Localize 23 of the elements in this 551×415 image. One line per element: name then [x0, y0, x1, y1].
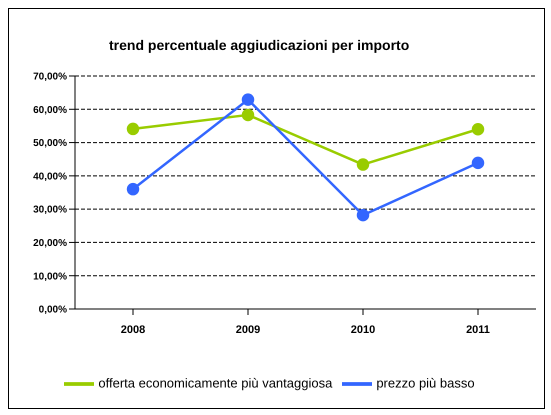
- point: [472, 156, 484, 170]
- legend-label: offerta economicamente più vantaggiosa: [98, 375, 332, 390]
- y-tick-label: 50,00%: [33, 138, 68, 150]
- point: [242, 108, 254, 122]
- y-tick-label: 40,00%: [33, 171, 68, 182]
- point: [126, 122, 140, 136]
- legend-label: prezzo più basso: [376, 375, 475, 390]
- point: [356, 158, 370, 171]
- x-tick-label: 2011: [466, 324, 490, 336]
- y-tick-label: 70,00%: [33, 72, 68, 83]
- point: [242, 93, 254, 106]
- y-tick-label: 30,00%: [33, 204, 68, 216]
- x-tick-label: 2010: [350, 324, 376, 336]
- y-tick-label: 10,00%: [33, 271, 68, 282]
- y-tick-label: 60,00%: [33, 104, 68, 116]
- x-tick-label: 2009: [236, 324, 260, 336]
- chart-title: trend percentuale aggiudicazioni per importo: [108, 37, 410, 53]
- y-tick-label: 0,00%: [38, 304, 68, 316]
- y-tick-label: 20,00%: [33, 238, 68, 249]
- point: [472, 123, 484, 136]
- point: [126, 182, 140, 196]
- x-tick-label: 2008: [120, 324, 146, 336]
- point: [356, 208, 370, 222]
